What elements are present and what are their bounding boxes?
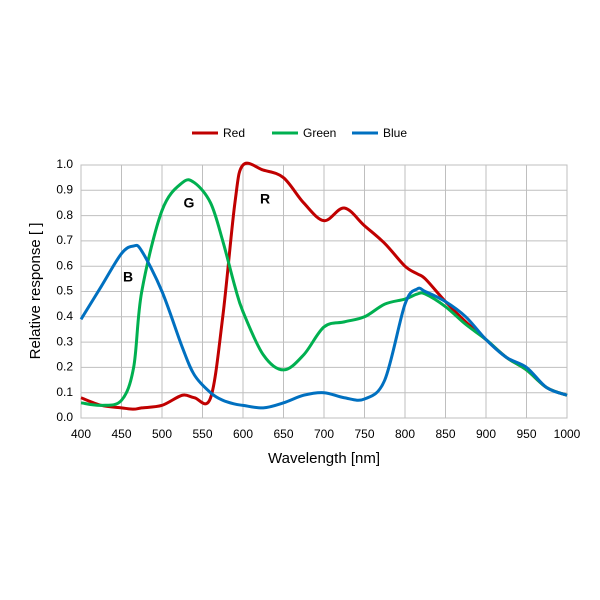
x-tick-label: 400 — [71, 427, 91, 441]
y-tick-label: 0.6 — [56, 258, 73, 272]
annotation: B — [123, 269, 133, 285]
x-tick-label: 1000 — [554, 427, 581, 441]
y-tick-label: 0.5 — [56, 284, 73, 298]
x-tick-label: 850 — [435, 427, 455, 441]
legend-label: Green — [303, 126, 336, 140]
x-tick-label: 700 — [314, 427, 334, 441]
y-tick-label: 0.1 — [56, 385, 73, 399]
series-line — [79, 243, 568, 410]
y-tick-label: 0.0 — [56, 410, 73, 424]
y-tick-label: 0.3 — [56, 334, 73, 348]
x-tick-label: 950 — [516, 427, 536, 441]
y-tick-label: 0.4 — [56, 309, 73, 323]
x-tick-label: 650 — [273, 427, 293, 441]
x-tick-label: 600 — [233, 427, 253, 441]
series-line — [80, 161, 568, 411]
x-tick-label: 500 — [152, 427, 172, 441]
y-tick-label: 1.0 — [56, 157, 73, 171]
x-tick-label: 450 — [111, 427, 131, 441]
series-line — [80, 178, 568, 407]
x-tick-label: 800 — [395, 427, 415, 441]
x-tick-label: 550 — [192, 427, 212, 441]
x-axis-title: Wavelength [nm] — [268, 450, 380, 467]
y-tick-label: 0.9 — [56, 182, 73, 196]
plot-frame — [80, 164, 568, 419]
annotation: R — [260, 191, 270, 207]
legend-label: Blue — [383, 126, 407, 140]
y-tick-label: 0.7 — [56, 233, 73, 247]
annotation: G — [184, 195, 195, 211]
legend-label: Red — [223, 126, 245, 140]
y-tick-label: 0.8 — [56, 208, 73, 222]
y-tick-label: 0.2 — [56, 360, 73, 374]
x-tick-label: 900 — [476, 427, 496, 441]
y-axis-title: Relative response [ ] — [27, 223, 44, 360]
x-tick-label: 750 — [354, 427, 374, 441]
